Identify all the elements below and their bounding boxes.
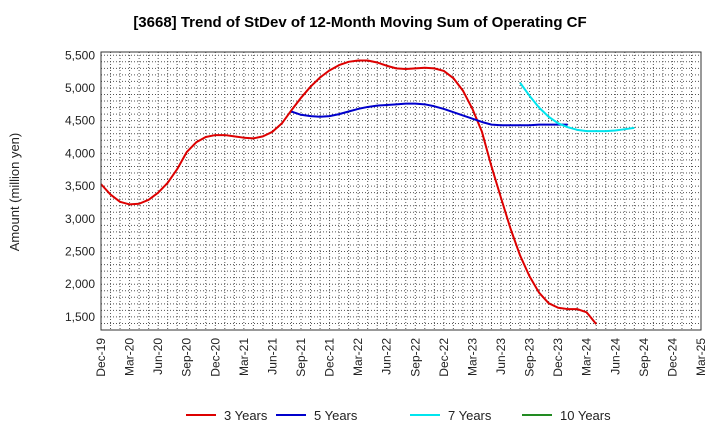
y-tick-label: 4,000 xyxy=(65,146,95,160)
x-tick-label: Mar-21 xyxy=(237,338,251,376)
x-tick-label: Dec-24 xyxy=(665,338,679,377)
y-tick-label: 5,000 xyxy=(65,81,95,95)
x-tick-label: Dec-20 xyxy=(208,338,222,377)
series-lines xyxy=(100,59,635,325)
legend: 3 Years 5 Years 7 Years 10 Years xyxy=(186,408,611,423)
y-tick-label: 3,500 xyxy=(65,179,95,193)
y-tick-label: 2,000 xyxy=(65,277,95,291)
x-tick-label: Mar-22 xyxy=(351,338,365,376)
x-tick-label: Dec-19 xyxy=(94,338,108,377)
y-tick-label: 3,000 xyxy=(65,212,95,226)
legend-label: 3 Years xyxy=(224,408,268,423)
x-tick-label: Jun-20 xyxy=(151,338,165,375)
x-tick-label: Jun-24 xyxy=(608,338,622,375)
x-tick-label: Dec-23 xyxy=(551,338,565,377)
x-tick-label: Jun-22 xyxy=(380,338,394,375)
x-tick-label: Sep-24 xyxy=(637,338,651,377)
grid-lines xyxy=(101,52,701,330)
legend-label: 7 Years xyxy=(448,408,492,423)
plot-area-frame xyxy=(100,51,702,331)
series-line-3-years xyxy=(100,59,598,325)
y-tick-label: 1,500 xyxy=(65,310,95,324)
x-tick-label: Mar-23 xyxy=(465,338,479,376)
legend-label: 5 Years xyxy=(314,408,358,423)
series-line-7-years xyxy=(519,82,635,133)
x-tick-label: Sep-22 xyxy=(408,338,422,377)
x-tick-label: Jun-21 xyxy=(265,338,279,375)
y-tick-label: 4,500 xyxy=(65,114,95,128)
x-tick-label: Mar-25 xyxy=(694,338,708,376)
y-tick-label: 2,500 xyxy=(65,245,95,259)
legend-label: 10 Years xyxy=(560,408,611,423)
chart-title: [3668] Trend of StDev of 12-Month Moving… xyxy=(133,14,586,31)
x-tick-label: Dec-22 xyxy=(437,338,451,377)
x-tick-label: Sep-21 xyxy=(294,338,308,377)
series-line-5-years xyxy=(291,102,568,127)
x-tick-label: Sep-20 xyxy=(180,338,194,377)
axis-ticks: 1,500 2,000 2,500 3,000 3,500 4,000 4,500 5,000… xyxy=(65,48,708,376)
y-tick-label: 5,500 xyxy=(65,48,95,62)
x-tick-label: Sep-23 xyxy=(523,338,537,377)
x-tick-label: Jun-23 xyxy=(494,338,508,375)
y-axis-label: Amount (million yen) xyxy=(7,133,22,252)
x-tick-label: Mar-24 xyxy=(580,338,594,376)
x-tick-label: Dec-21 xyxy=(323,338,337,377)
x-tick-label: Mar-20 xyxy=(123,338,137,376)
